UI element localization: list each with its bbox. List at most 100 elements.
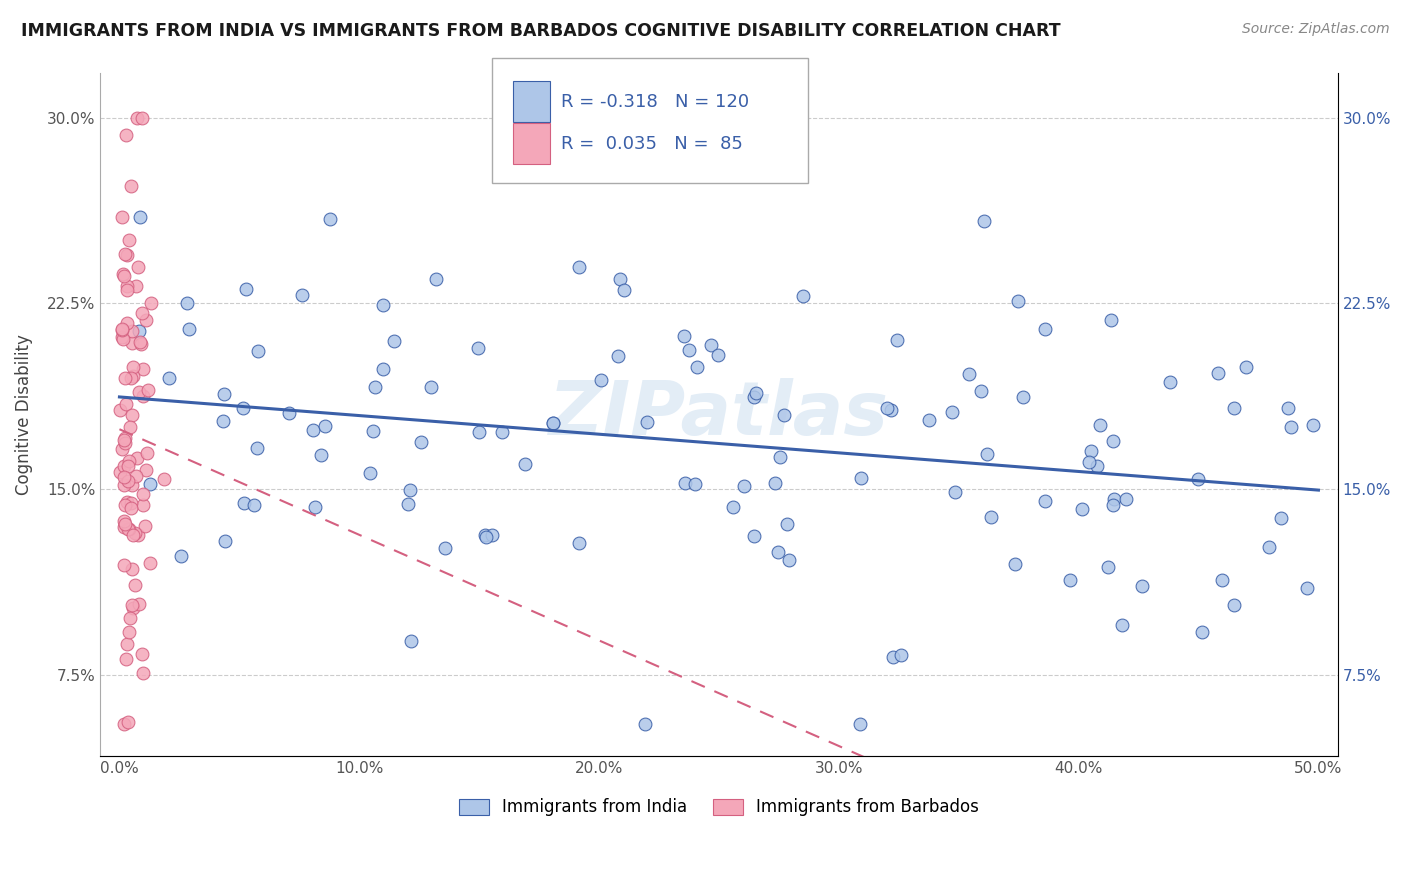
Point: [957, 367, 980, 381]
Point: [636, 415, 658, 429]
Point: [384, 334, 406, 348]
Point: [112, 267, 135, 281]
Point: [112, 469, 135, 483]
Point: [1159, 376, 1181, 390]
Point: [128, 597, 150, 611]
Point: [112, 268, 135, 283]
Point: [112, 433, 135, 447]
Point: [291, 288, 314, 302]
Point: [136, 384, 159, 398]
Point: [359, 466, 381, 480]
Point: [1102, 434, 1125, 448]
Point: [319, 211, 342, 226]
Point: [141, 295, 163, 310]
Point: [1270, 511, 1292, 525]
Point: [232, 401, 254, 415]
Point: [745, 386, 768, 401]
Point: [409, 434, 432, 449]
Point: [278, 406, 301, 420]
Point: [115, 316, 138, 330]
Point: [607, 349, 630, 363]
Point: [121, 359, 143, 374]
Point: [1097, 559, 1119, 574]
Point: [1104, 491, 1126, 506]
Point: [235, 282, 257, 296]
Point: [139, 476, 162, 491]
Point: [117, 474, 139, 488]
Point: [246, 344, 269, 359]
Point: [980, 510, 1002, 524]
Point: [1130, 578, 1153, 592]
Point: [132, 362, 155, 376]
Point: [233, 496, 256, 510]
Point: [683, 476, 706, 491]
Point: [361, 425, 384, 439]
Point: [763, 475, 786, 490]
Point: [1078, 455, 1101, 469]
Point: [117, 454, 139, 468]
Point: [212, 386, 235, 401]
Point: [970, 384, 993, 399]
Point: [115, 278, 138, 293]
Point: [125, 469, 148, 483]
Point: [115, 283, 138, 297]
Point: [120, 371, 142, 385]
Point: [976, 446, 998, 460]
Point: [876, 401, 898, 416]
Point: [125, 111, 148, 125]
Point: [246, 442, 269, 456]
Point: [515, 458, 537, 472]
Point: [769, 450, 792, 464]
Point: [475, 529, 498, 543]
Point: [114, 431, 136, 445]
Point: [474, 528, 496, 542]
Point: [1296, 581, 1319, 595]
Point: [114, 435, 136, 450]
Point: [723, 500, 745, 514]
Point: [128, 335, 150, 350]
Point: [1223, 401, 1246, 415]
Point: [302, 423, 325, 437]
Point: [1111, 617, 1133, 632]
Point: [1085, 459, 1108, 474]
Point: [114, 498, 136, 512]
Point: [111, 330, 134, 344]
Point: [1059, 574, 1081, 588]
Point: [425, 271, 447, 285]
Point: [742, 391, 765, 405]
Point: [176, 296, 198, 310]
Point: [396, 497, 419, 511]
Point: [491, 425, 513, 439]
Point: [1279, 420, 1302, 434]
Point: [120, 420, 142, 434]
Point: [1070, 501, 1092, 516]
Text: Source: ZipAtlas.com: Source: ZipAtlas.com: [1241, 22, 1389, 37]
Point: [125, 279, 148, 293]
Point: [420, 379, 443, 393]
Point: [121, 562, 143, 576]
Point: [399, 633, 422, 648]
Point: [1007, 294, 1029, 309]
Point: [211, 414, 233, 428]
Point: [541, 417, 564, 431]
Point: [314, 419, 336, 434]
Point: [1223, 598, 1246, 612]
Point: [112, 514, 135, 528]
Point: [890, 648, 912, 662]
Text: IMMIGRANTS FROM INDIA VS IMMIGRANTS FROM BARBADOS COGNITIVE DISABILITY CORRELATI: IMMIGRANTS FROM INDIA VS IMMIGRANTS FROM…: [21, 22, 1060, 40]
Point: [108, 403, 131, 417]
Point: [1257, 541, 1279, 555]
Point: [128, 210, 150, 224]
Point: [243, 498, 266, 512]
Point: [112, 519, 135, 533]
Point: [114, 516, 136, 531]
Point: [778, 553, 800, 567]
Point: [744, 529, 766, 543]
Point: [1090, 417, 1112, 432]
Point: [467, 341, 489, 355]
Point: [179, 322, 201, 336]
Point: [973, 214, 995, 228]
Point: [678, 343, 700, 357]
Point: [214, 533, 236, 548]
Point: [124, 578, 146, 592]
